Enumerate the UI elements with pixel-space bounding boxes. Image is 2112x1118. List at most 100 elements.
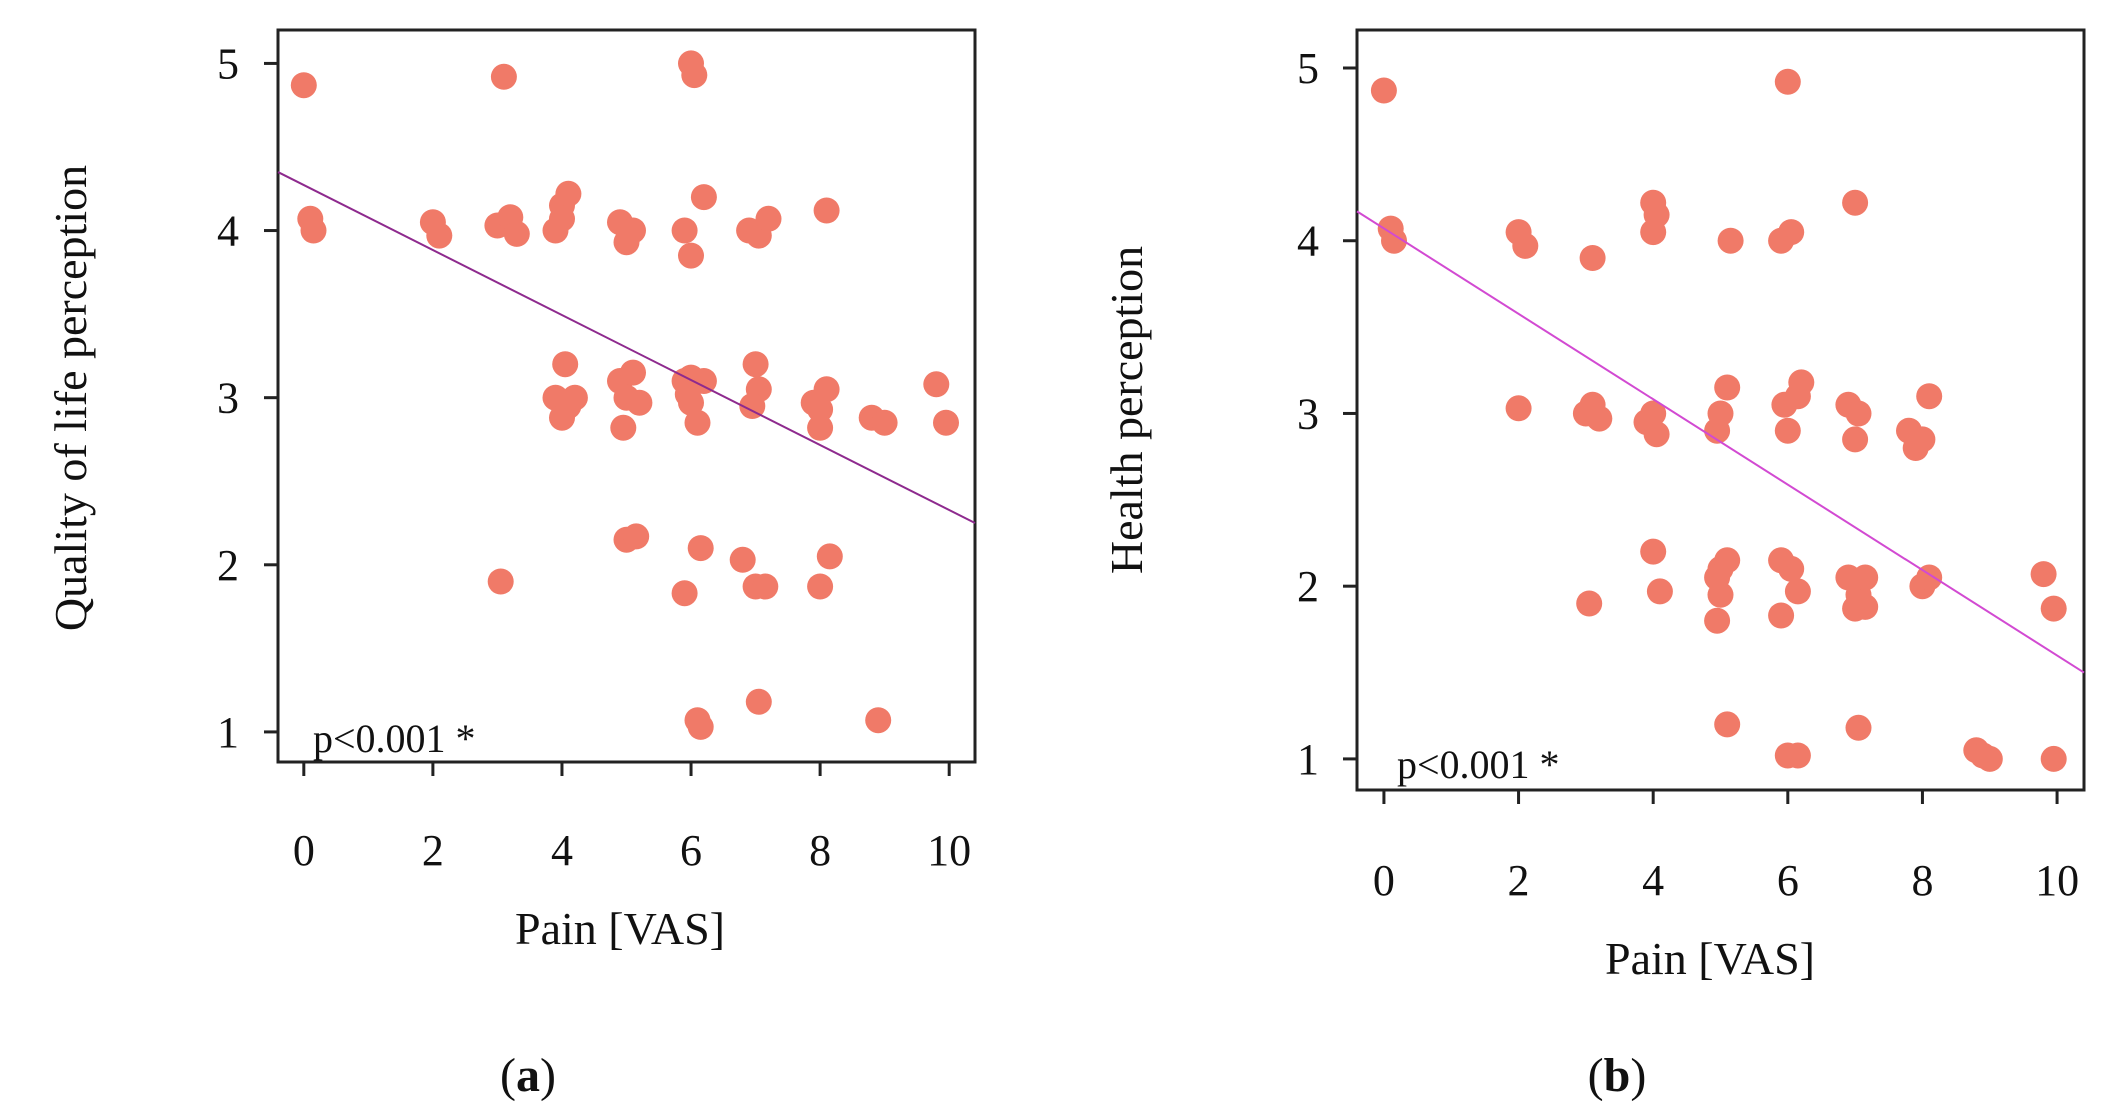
data-point [871, 409, 898, 436]
data-point [1916, 383, 1943, 410]
data-points-a [290, 50, 959, 740]
data-point [671, 217, 698, 244]
y-ticks-a: 1 2 3 4 5 [217, 39, 278, 757]
data-point [684, 409, 711, 436]
data-point [620, 217, 646, 244]
data-point [2030, 561, 2057, 588]
data-point [1643, 421, 1670, 448]
data-point [1640, 219, 1667, 246]
data-point [1646, 578, 1673, 605]
data-point [1576, 590, 1603, 617]
trend-line-a [277, 171, 976, 524]
data-point [807, 396, 834, 423]
x-tick-label: 2 [1508, 856, 1530, 905]
y-ticks-b: 1 2 3 4 5 [1297, 44, 1357, 784]
data-point [426, 222, 453, 249]
data-point [626, 389, 653, 416]
y-tick-label: 5 [217, 39, 239, 88]
trend-line-b [1356, 210, 2085, 674]
data-point [490, 63, 517, 90]
data-point [552, 351, 579, 378]
data-point [1512, 232, 1539, 259]
y-tick-label: 1 [217, 708, 239, 757]
data-point [1717, 227, 1744, 254]
data-point [671, 580, 698, 607]
x-tick-label: 0 [293, 826, 315, 875]
data-point [1704, 417, 1731, 444]
data-point [807, 573, 834, 600]
data-point [1778, 219, 1805, 246]
data-point [678, 242, 704, 269]
data-point [1505, 395, 1532, 422]
y-tick-label: 4 [217, 207, 239, 256]
y-tick-label: 2 [1297, 562, 1319, 611]
data-point [1845, 400, 1872, 427]
data-point [1774, 417, 1801, 444]
panel-caption-a: (a) [500, 1049, 556, 1102]
data-point [816, 543, 843, 570]
data-point [1640, 538, 1667, 565]
data-point [620, 359, 646, 386]
data-point [865, 707, 892, 734]
data-point [555, 180, 582, 207]
y-tick-label: 4 [1297, 217, 1319, 266]
x-ticks-a: 0 2 4 6 8 10 [293, 762, 971, 875]
p-value-annotation-a: p<0.001 * [313, 716, 476, 761]
data-point [549, 205, 575, 232]
data-point [2040, 595, 2067, 622]
x-tick-label: 6 [1777, 856, 1799, 905]
x-axis-label-a: Pain [VAS] [515, 903, 725, 954]
data-point [745, 688, 772, 715]
panel-letter-a: a [516, 1049, 540, 1102]
data-point [1707, 581, 1734, 608]
data-point [1842, 426, 1869, 453]
data-point [561, 384, 588, 411]
data-point [503, 220, 530, 247]
data-point [549, 404, 575, 431]
data-point [1784, 578, 1811, 605]
data-point [933, 409, 959, 436]
plot-frame-a [276, 28, 977, 764]
x-tick-label: 8 [1911, 856, 1933, 905]
data-point [1381, 227, 1407, 254]
data-point [610, 414, 637, 441]
y-tick-label: 3 [217, 374, 239, 423]
data-point [1714, 711, 1741, 738]
y-axis-label-b: Health perception [1101, 246, 1152, 574]
data-point [290, 72, 317, 99]
data-point [687, 713, 714, 740]
data-point [813, 197, 840, 224]
data-point [623, 523, 650, 550]
x-axis-label-b: Pain [VAS] [1605, 933, 1815, 984]
x-tick-label: 6 [680, 826, 702, 875]
data-point [1852, 593, 1879, 620]
data-point [752, 573, 779, 600]
data-point [739, 393, 766, 419]
data-point [1778, 555, 1805, 582]
data-point [674, 381, 701, 408]
data-point [1704, 607, 1731, 634]
x-ticks-b: 0 2 4 6 8 10 [1373, 790, 2079, 905]
data-point [807, 414, 834, 441]
data-point [1370, 77, 1397, 104]
data-point [1586, 405, 1613, 432]
data-point [687, 535, 714, 562]
data-point [1714, 374, 1741, 401]
data-point [742, 351, 769, 378]
data-point [1788, 369, 1815, 396]
data-point [681, 62, 708, 89]
x-tick-label: 2 [422, 826, 444, 875]
data-point [1774, 68, 1801, 95]
plot-frame-b [1355, 28, 2086, 792]
data-point [1842, 189, 1869, 216]
data-point [2040, 745, 2067, 772]
panel-letter-b: b [1604, 1049, 1631, 1102]
data-point [690, 184, 717, 211]
x-tick-label: 4 [1642, 856, 1664, 905]
data-point [813, 376, 840, 403]
data-point [1784, 742, 1811, 769]
x-tick-label: 0 [1373, 856, 1395, 905]
